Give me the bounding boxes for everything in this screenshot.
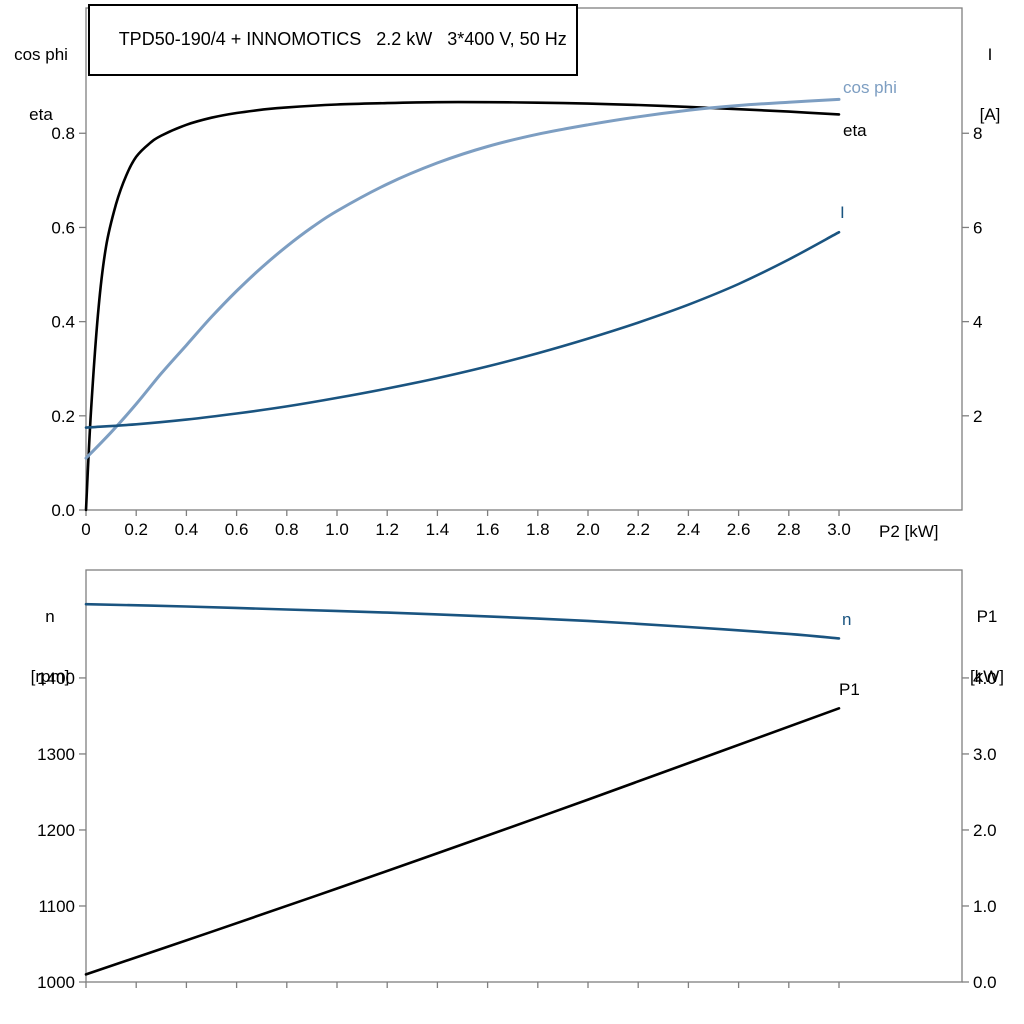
svg-text:1000: 1000 [37,973,75,992]
svg-text:0.6: 0.6 [51,218,75,237]
svg-text:2.2: 2.2 [626,520,650,539]
axis-title-cos-phi: cos phi [14,45,68,64]
chart-title: TPD50-190/4 + INNOMOTICS 2.2 kW 3*400 V,… [118,29,567,49]
svg-text:1.8: 1.8 [526,520,550,539]
svg-text:0.0: 0.0 [973,973,997,992]
axis-title-p1: P1 [976,607,998,626]
top-left-axis-title: cos phi eta [2,5,80,165]
top-right-axis-title: I [A] [960,5,1020,165]
curve-label-cos-phi: cos phi [843,78,897,97]
svg-text:3.0: 3.0 [973,745,997,764]
svg-text:1.0: 1.0 [973,897,997,916]
svg-text:0: 0 [81,520,90,539]
curve-label-current: I [840,203,845,222]
curve-label-p1: P1 [839,680,860,699]
svg-text:0.4: 0.4 [51,313,75,332]
svg-text:0.0: 0.0 [51,501,75,520]
svg-text:2.8: 2.8 [777,520,801,539]
svg-text:2.0: 2.0 [973,821,997,840]
axis-title-speed: n [45,607,55,626]
bottom-left-axis-title: n [rpm] [16,567,84,727]
svg-text:1.4: 1.4 [426,520,450,539]
svg-text:0.4: 0.4 [175,520,199,539]
svg-text:6: 6 [973,218,982,237]
svg-text:2.4: 2.4 [677,520,701,539]
svg-text:1100: 1100 [38,897,75,916]
svg-text:3.0: 3.0 [827,520,851,539]
svg-text:1.2: 1.2 [375,520,399,539]
axis-title-current-unit: [A] [979,105,1001,124]
svg-text:0.2: 0.2 [124,520,148,539]
curve-label-speed: n [842,610,852,629]
svg-text:1400: 1400 [37,669,75,688]
svg-text:1200: 1200 [37,821,75,840]
chart-title-box: TPD50-190/4 + INNOMOTICS 2.2 kW 3*400 V,… [88,4,578,76]
svg-text:8: 8 [973,124,982,143]
svg-text:0.8: 0.8 [275,520,299,539]
svg-text:1.6: 1.6 [476,520,500,539]
curve-label-eta: eta [843,121,867,140]
x-axis-title: P2 [kW] [879,522,939,541]
axis-title-current: I [987,45,993,64]
svg-text:0.2: 0.2 [51,407,75,426]
svg-text:1300: 1300 [37,745,75,764]
axis-title-speed-unit: [rpm] [30,667,70,686]
svg-text:2: 2 [973,407,982,426]
svg-text:2.0: 2.0 [576,520,600,539]
svg-text:4: 4 [973,313,982,332]
svg-text:0.8: 0.8 [51,124,75,143]
svg-text:2.6: 2.6 [727,520,751,539]
svg-text:4.0: 4.0 [973,669,997,688]
axis-title-eta: eta [29,105,53,124]
axis-title-p1-unit: [kW] [970,667,1004,686]
svg-text:1.0: 1.0 [325,520,349,539]
bottom-right-axis-title: P1 [kW] [958,567,1016,727]
svg-text:0.6: 0.6 [225,520,249,539]
